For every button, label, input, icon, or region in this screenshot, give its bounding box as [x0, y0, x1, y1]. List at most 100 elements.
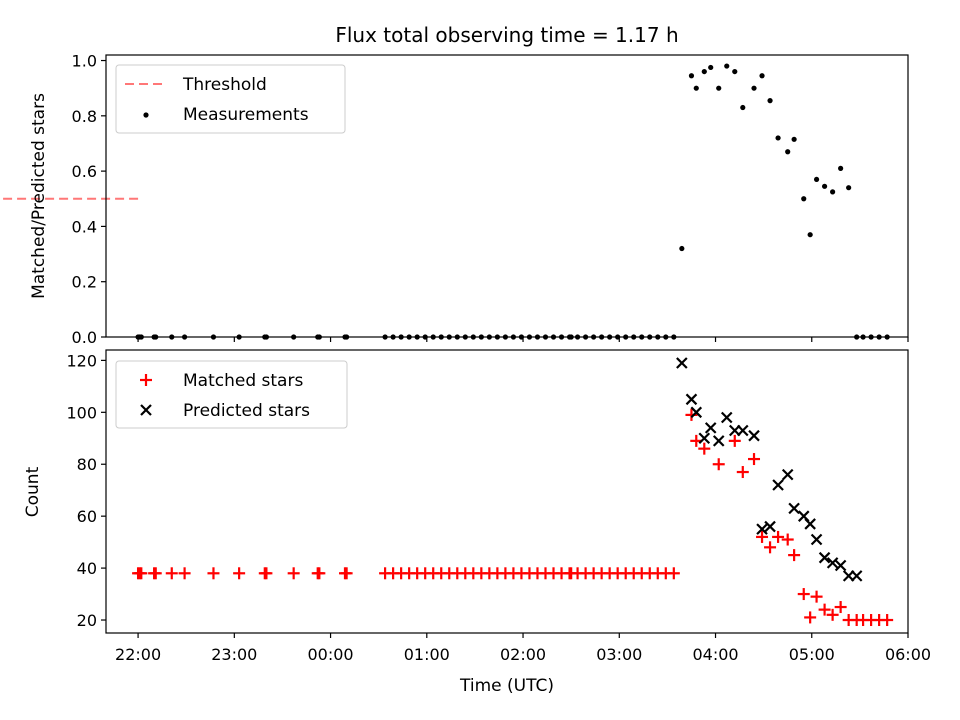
bottom-x-tick-label: 04:00 [692, 645, 738, 664]
measurement-point [807, 232, 813, 238]
bottom-x-tick-label: 05:00 [789, 645, 835, 664]
predicted-star-point [826, 557, 839, 569]
measurement-point [767, 98, 773, 104]
predicted-x-b [685, 393, 698, 406]
bottom-y-tick-label: 120 [66, 351, 97, 370]
top-y-tick-label: 0.6 [72, 162, 97, 181]
top-y-tick-label: 0.2 [72, 273, 97, 292]
predicted-star-point [690, 406, 703, 419]
measurement-point [701, 68, 707, 75]
matched-star-point [788, 549, 801, 562]
predicted-x-b [797, 510, 810, 522]
predicted-points [676, 357, 863, 582]
bottom-legend: Matched stars Predicted stars [115, 360, 348, 429]
predicted-star-point [788, 502, 800, 515]
bottom-y-tick-label: 100 [66, 403, 97, 422]
predicted-x-b [781, 468, 794, 481]
predicted-star-point [720, 411, 733, 424]
x-axis-label: Time (UTC) [459, 676, 554, 696]
top-y-tick-label: 0.4 [72, 217, 97, 236]
measurement-point [759, 73, 765, 79]
predicted-star-point [804, 518, 816, 530]
bottom-x-tick-label: 02:00 [500, 645, 546, 664]
matched-legend-label: Matched stars [183, 371, 303, 391]
predicted-star-point [712, 435, 725, 447]
predicted-legend-label: Predicted stars [183, 401, 310, 421]
top-legend: Threshold Measurements [115, 64, 346, 134]
measurements-legend-marker [143, 112, 149, 118]
measurement-point [693, 85, 699, 91]
top-y-tick-label: 0.8 [72, 107, 97, 126]
measurement-point [830, 189, 836, 195]
predicted-x-b [690, 406, 703, 419]
predicted-star-point [810, 533, 823, 546]
bottom-panel: 20 40 60 80 100 120 22:00 23:00 00:00 01:00 02:00… [23, 349, 931, 696]
top-y-axis-label: Matched/Predicted stars [29, 93, 49, 299]
top-x-ticks [137, 337, 909, 342]
predicted-x-b [772, 479, 784, 491]
predicted-x-b [818, 551, 831, 564]
predicted-star-point [756, 523, 768, 535]
matched-star-point [826, 608, 839, 621]
bottom-legend-box [115, 360, 348, 429]
predicted-x-b [834, 559, 847, 572]
predicted-x-b [712, 435, 725, 447]
bottom-x-tick-label: 23:00 [211, 645, 257, 664]
matched-star-point [233, 567, 246, 580]
matched-star-point [178, 567, 191, 580]
predicted-star-point [834, 559, 847, 572]
predicted-x-b [748, 429, 760, 442]
predicted-star-point [685, 393, 698, 406]
bottom-axes-frame [105, 349, 909, 634]
predicted-x-b [764, 520, 776, 533]
matched-star-point [781, 533, 794, 546]
measurement-point [688, 73, 695, 79]
predicted-star-point [676, 357, 688, 369]
measurement-point [679, 245, 685, 252]
bottom-x-tick-label: 01:00 [404, 645, 450, 664]
matched-star-point [149, 567, 162, 580]
predicted-star-point [764, 520, 776, 533]
matched-star-point [764, 541, 777, 554]
bottom-x-tick-label: 06:00 [885, 645, 931, 664]
predicted-x-b [737, 424, 749, 437]
top-legend-box [115, 64, 346, 134]
predicted-x-b [756, 523, 768, 535]
predicted-x-b [676, 357, 688, 369]
matched-star-point [712, 458, 725, 471]
bottom-y-axis-label: Count [23, 466, 43, 517]
top-panel: 0.0 0.2 0.4 0.6 0.8 1.0 Matched/Predicted sta… [0, 52, 909, 347]
matched-star-point [135, 567, 148, 580]
predicted-star-point [818, 551, 831, 564]
bottom-y-tick-label: 80 [77, 455, 97, 474]
predicted-star-point [850, 570, 863, 582]
predicted-x-b [804, 518, 816, 530]
matched-star-point [685, 408, 698, 421]
matched-star-point [834, 601, 847, 614]
matched-star-point [756, 530, 769, 543]
measurement-point [724, 63, 730, 69]
measurement-point [821, 183, 828, 189]
matched-star-point [810, 590, 823, 603]
top-axes-frame [105, 54, 909, 338]
bottom-y-tick-label: 40 [77, 559, 97, 578]
measurement-point [801, 196, 807, 202]
matched-star-point [772, 530, 785, 543]
matched-points [132, 408, 894, 627]
measurement-point [838, 165, 844, 171]
bottom-x-tick-label: 00:00 [308, 645, 354, 664]
predicted-star-point [737, 424, 749, 437]
bottom-y-ticks: 20 40 60 80 100 120 [66, 351, 106, 630]
measurement-point [791, 136, 797, 142]
matched-star-point [804, 611, 817, 624]
predicted-x-b [704, 422, 717, 434]
top-y-tick-label: 1.0 [72, 52, 97, 71]
predicted-x-b [826, 557, 839, 569]
bottom-x-tick-label: 22:00 [115, 645, 161, 664]
predicted-x-b [810, 533, 823, 546]
matched-legend-marker [140, 374, 152, 386]
predicted-x-b [698, 432, 711, 445]
measurement-point [751, 85, 757, 91]
matched-star-point [165, 567, 178, 580]
